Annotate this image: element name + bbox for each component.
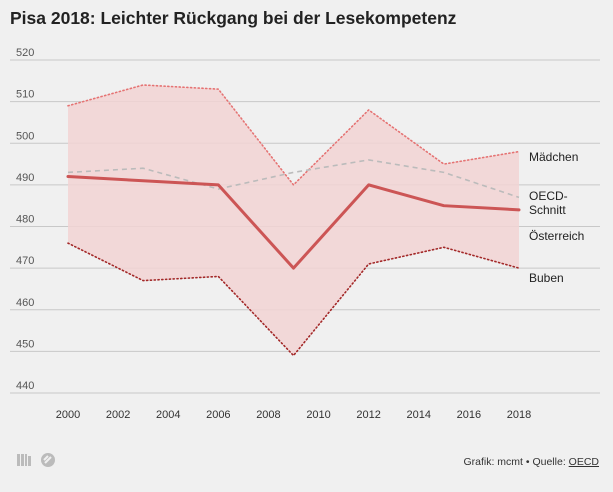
series-line-oecdschnitt — [67, 159, 520, 199]
y-tick-label: 440 — [16, 380, 34, 392]
series-label: Mädchen — [529, 150, 578, 164]
x-tick-label: 2004 — [156, 409, 180, 421]
range-band — [68, 84, 519, 356]
x-tick-label: 2006 — [206, 409, 230, 421]
series-label: Schnitt — [529, 203, 566, 217]
x-tick-label: 2002 — [106, 409, 130, 421]
x-tick-label: 2018 — [507, 409, 531, 421]
y-tick-label: 480 — [16, 214, 34, 226]
y-tick-label: 500 — [16, 130, 34, 142]
no-edit-icon[interactable] — [40, 452, 56, 468]
credit-text: Grafik: mcmt • Quelle: — [463, 456, 569, 468]
source-credit: Grafik: mcmt • Quelle: OECD — [463, 456, 599, 468]
y-tick-label: 520 — [16, 47, 34, 59]
series-label: Buben — [529, 271, 564, 285]
series-line-buben — [67, 242, 520, 357]
series-line-sterreich — [66, 175, 521, 270]
series-label: OECD- — [529, 189, 568, 203]
chart-title: Pisa 2018: Leichter Rückgang bei der Les… — [10, 8, 457, 28]
x-tick-label: 2016 — [457, 409, 481, 421]
series-label: Österreich — [529, 229, 584, 243]
y-tick-label: 460 — [16, 297, 34, 309]
y-tick-label: 470 — [16, 255, 34, 267]
series-line-mdchen — [67, 84, 520, 186]
archive-icon[interactable] — [16, 452, 32, 468]
source-link[interactable]: OECD — [568, 456, 599, 468]
x-tick-label: 2010 — [306, 409, 330, 421]
y-tick-label: 510 — [16, 89, 34, 101]
footer-icons — [16, 452, 56, 468]
x-tick-label: 2014 — [407, 409, 431, 421]
x-tick-label: 2012 — [356, 409, 380, 421]
x-tick-label: 2008 — [256, 409, 280, 421]
y-tick-label: 450 — [16, 338, 34, 350]
x-tick-label: 2000 — [56, 409, 80, 421]
y-tick-label: 490 — [16, 172, 34, 184]
